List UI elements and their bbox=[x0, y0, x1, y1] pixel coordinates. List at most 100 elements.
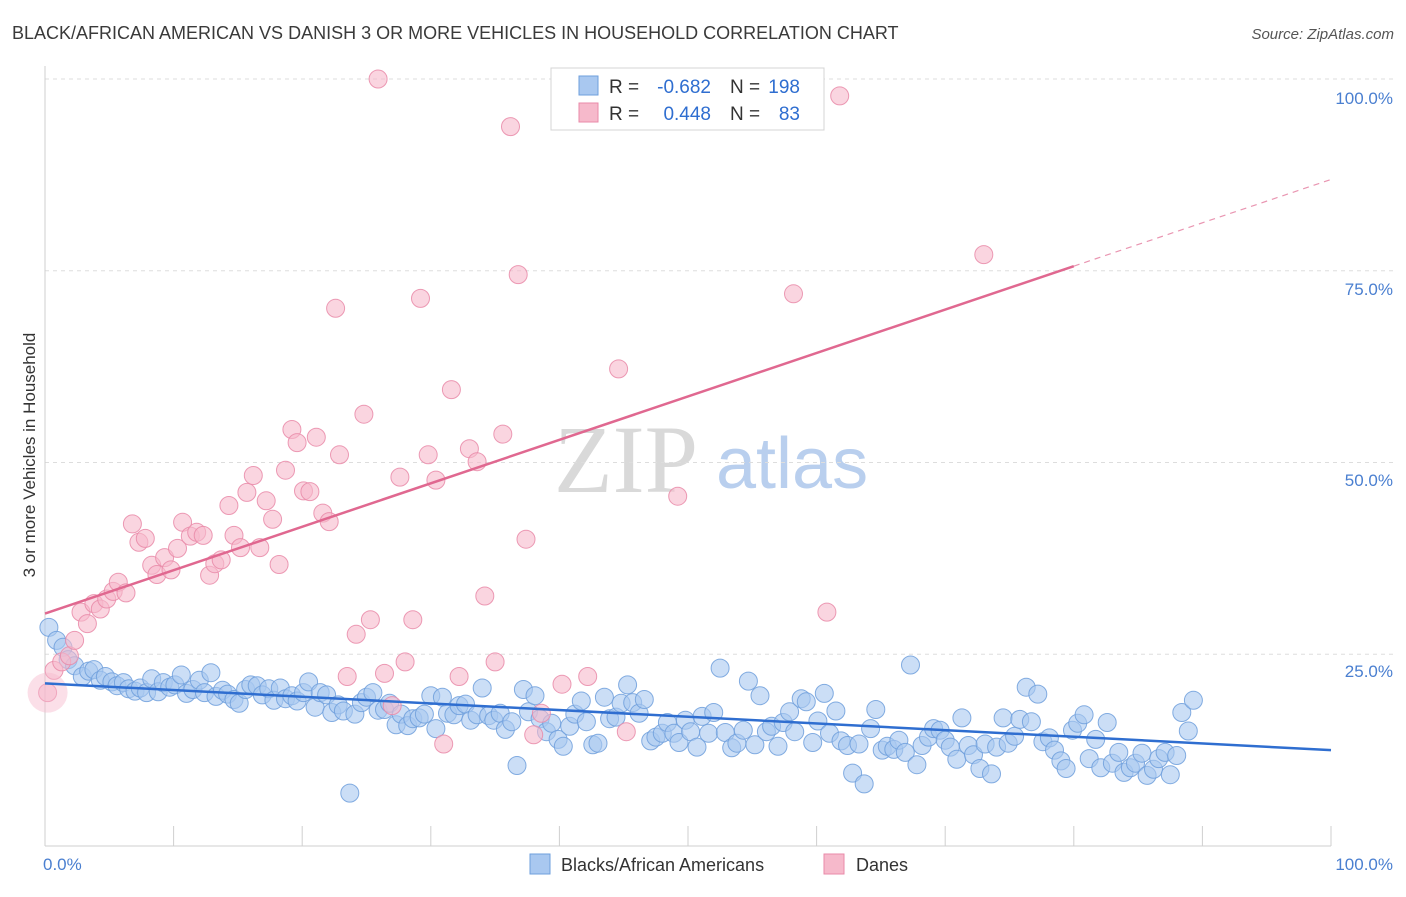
point-blacks-135 bbox=[826, 701, 846, 721]
watermark: ZIP atlas bbox=[554, 406, 868, 513]
point-danes-78 bbox=[784, 284, 803, 304]
x-tick-label-0: 0.0% bbox=[43, 855, 82, 874]
point-danes-42 bbox=[306, 427, 326, 447]
point-danes-56 bbox=[403, 610, 423, 630]
point-danes-81 bbox=[974, 245, 994, 265]
point-danes-60 bbox=[434, 734, 454, 754]
point-blacks-99 bbox=[618, 675, 638, 695]
point-blacks-120 bbox=[738, 671, 758, 691]
legend-n-value-blue: 198 bbox=[768, 77, 800, 98]
point-danes-20 bbox=[168, 538, 187, 558]
y-tick-label-75: 75.0% bbox=[1345, 280, 1393, 299]
point-blacks-133 bbox=[814, 683, 834, 703]
point-danes-54 bbox=[390, 467, 410, 487]
legend-n-label-pink: N = bbox=[730, 104, 760, 125]
point-danes-32 bbox=[243, 466, 263, 485]
point-blacks-197 bbox=[1183, 690, 1203, 710]
point-blacks-128 bbox=[785, 722, 805, 742]
point-danes-53 bbox=[382, 696, 402, 716]
point-blacks-27 bbox=[201, 663, 221, 683]
legend-swatch-pink bbox=[578, 102, 599, 123]
trendline-extension-danes bbox=[1073, 178, 1332, 267]
point-blacks-141 bbox=[861, 719, 881, 739]
point-danes-77 bbox=[668, 486, 688, 506]
point-blacks-157 bbox=[952, 708, 972, 728]
point-blacks-164 bbox=[993, 708, 1013, 728]
point-blacks-182 bbox=[1097, 713, 1117, 732]
point-blacks-195 bbox=[1172, 703, 1192, 722]
point-blacks-178 bbox=[1074, 705, 1094, 725]
point-danes-55 bbox=[395, 652, 415, 672]
point-danes-70 bbox=[516, 529, 536, 549]
legend-r-label-pink: R = bbox=[609, 104, 639, 125]
stats-legend: R = -0.682 N = 198 R = 0.448 N = 83 bbox=[550, 67, 825, 131]
point-danes-large bbox=[27, 672, 68, 713]
trendline-danes bbox=[44, 264, 1075, 615]
point-blacks-166 bbox=[1005, 726, 1025, 746]
point-danes-65 bbox=[475, 586, 495, 606]
point-blacks-149 bbox=[907, 755, 927, 775]
point-blacks-139 bbox=[849, 734, 869, 754]
point-danes-74 bbox=[578, 667, 598, 686]
series-danes bbox=[38, 69, 994, 754]
point-blacks-83 bbox=[525, 686, 545, 706]
x-tick-label-100: 100.0% bbox=[1335, 855, 1393, 874]
point-blacks-193 bbox=[1160, 765, 1180, 785]
point-blacks-162 bbox=[982, 764, 1001, 784]
legend-n-label-blue: N = bbox=[730, 77, 760, 98]
point-danes-57 bbox=[411, 288, 430, 308]
series-legend: Blacks/African Americans Danes bbox=[529, 853, 908, 875]
point-blacks-102 bbox=[634, 690, 654, 709]
point-danes-31 bbox=[237, 482, 257, 502]
point-danes-6 bbox=[77, 614, 97, 634]
series-legend-swatch-pink bbox=[823, 853, 845, 875]
watermark-atlas: atlas bbox=[716, 424, 868, 504]
point-danes-28 bbox=[219, 496, 239, 515]
y-tick-label-50: 50.0% bbox=[1345, 471, 1393, 490]
point-blacks-132 bbox=[808, 711, 828, 731]
chart-title: BLACK/AFRICAN AMERICAN VS DANISH 3 OR MO… bbox=[12, 23, 899, 43]
point-danes-58 bbox=[418, 445, 438, 465]
point-danes-75 bbox=[609, 359, 629, 379]
point-blacks-147 bbox=[895, 742, 915, 762]
y-tick-label-25: 25.0% bbox=[1345, 662, 1393, 681]
point-danes-62 bbox=[449, 667, 469, 686]
chart-source: Source: ZipAtlas.com bbox=[1251, 26, 1394, 43]
point-danes-45 bbox=[326, 298, 346, 318]
series-blacks bbox=[39, 617, 1203, 803]
point-danes-52 bbox=[375, 663, 394, 683]
point-blacks-169 bbox=[1021, 712, 1041, 732]
point-blacks-88 bbox=[553, 736, 573, 756]
series-layer bbox=[27, 69, 1332, 803]
point-danes-76 bbox=[616, 722, 636, 742]
point-blacks-66 bbox=[426, 719, 446, 739]
point-blacks-91 bbox=[571, 691, 591, 711]
point-blacks-121 bbox=[745, 735, 765, 755]
point-blacks-140 bbox=[854, 774, 874, 794]
series-legend-label-pink: Danes bbox=[856, 855, 908, 875]
trendline-blacks bbox=[44, 682, 1332, 752]
point-blacks-115 bbox=[710, 658, 730, 678]
point-blacks-79 bbox=[502, 712, 522, 732]
point-danes-36 bbox=[269, 555, 289, 574]
point-blacks-184 bbox=[1109, 742, 1129, 762]
point-blacks-92 bbox=[576, 712, 596, 732]
point-blacks-175 bbox=[1056, 759, 1076, 778]
point-blacks-64 bbox=[414, 704, 434, 724]
point-blacks-130 bbox=[796, 692, 816, 712]
point-danes-34 bbox=[256, 491, 276, 511]
point-danes-80 bbox=[830, 86, 850, 106]
point-blacks-131 bbox=[803, 733, 823, 752]
point-blacks-148 bbox=[901, 655, 920, 675]
point-blacks-122 bbox=[750, 686, 770, 706]
point-danes-4 bbox=[65, 630, 85, 650]
point-danes-66 bbox=[485, 652, 505, 672]
legend-r-value-blue: -0.682 bbox=[657, 77, 711, 98]
point-blacks-74 bbox=[472, 678, 492, 698]
point-danes-73 bbox=[552, 674, 572, 694]
series-legend-swatch-blue bbox=[529, 853, 551, 875]
point-blacks-51 bbox=[340, 783, 360, 803]
point-blacks-196 bbox=[1178, 721, 1198, 741]
